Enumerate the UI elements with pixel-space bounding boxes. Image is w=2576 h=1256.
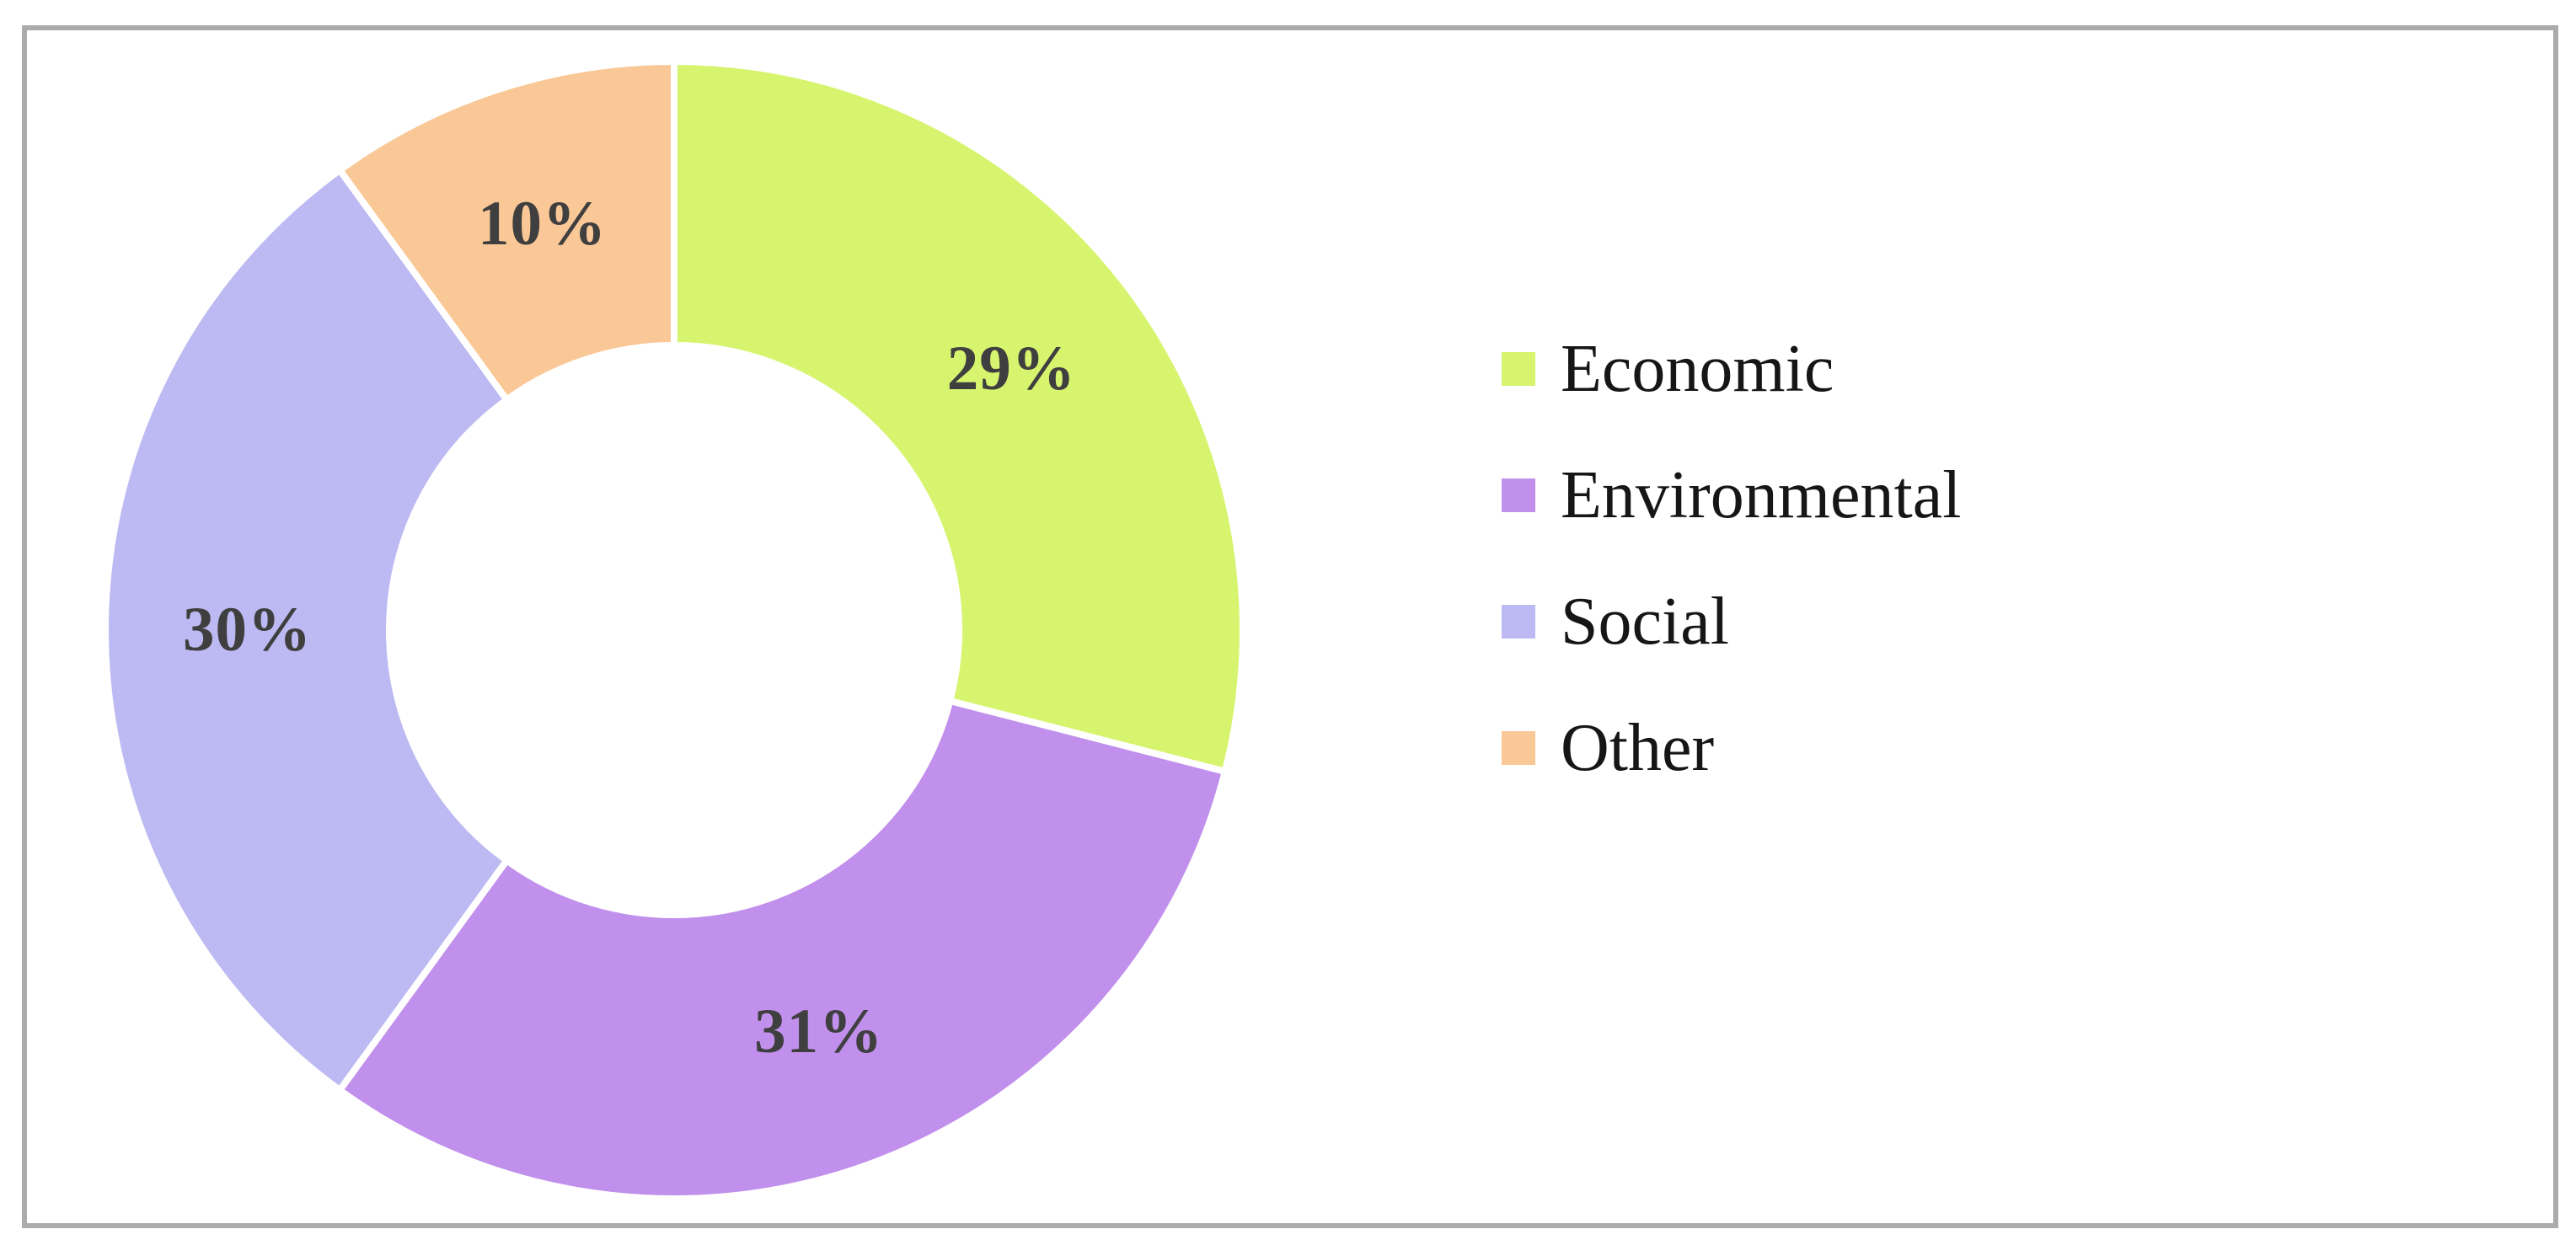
legend-item-other: Other bbox=[1502, 706, 1961, 790]
legend-swatch-social bbox=[1502, 605, 1535, 639]
legend-label-social: Social bbox=[1561, 585, 1729, 659]
legend-label-economic: Economic bbox=[1561, 332, 1834, 406]
slice-label-economic: 29% bbox=[946, 333, 1076, 404]
donut-slices bbox=[102, 57, 1246, 1202]
pie-slice-economic bbox=[671, 57, 1246, 776]
legend-label-environmental: Environmental bbox=[1561, 458, 1962, 532]
legend-swatch-other bbox=[1502, 731, 1535, 765]
legend-swatch-economic bbox=[1502, 352, 1535, 386]
legend-label-other: Other bbox=[1561, 711, 1715, 785]
legend-item-social: Social bbox=[1502, 580, 1961, 664]
slice-label-social: 30% bbox=[183, 595, 312, 665]
chart-legend: Economic Environmental Social Other bbox=[1502, 327, 1961, 790]
legend-item-economic: Economic bbox=[1502, 327, 1961, 411]
pie-slice-other bbox=[335, 57, 677, 405]
slice-label-environmental: 31% bbox=[754, 996, 884, 1066]
slice-label-other: 10% bbox=[477, 189, 607, 259]
pie-slice-social bbox=[102, 165, 511, 1095]
pie-slice-environmental bbox=[335, 697, 1229, 1202]
legend-swatch-environmental bbox=[1502, 478, 1535, 512]
legend-item-environmental: Environmental bbox=[1502, 453, 1961, 537]
